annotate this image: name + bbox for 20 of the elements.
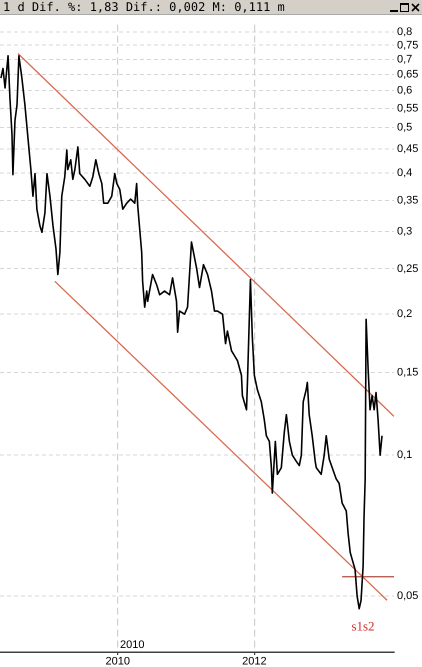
y-tick-label: 0,75 — [397, 39, 418, 52]
annotation: s1s2 — [351, 618, 375, 634]
y-tick-label: 0,8 — [397, 26, 412, 38]
y-tick-label: 0,15 — [397, 366, 418, 379]
annotation: 2010 — [120, 639, 144, 652]
y-tick-label: 0,7 — [397, 53, 412, 66]
y-tick-label: 0,4 — [397, 167, 412, 180]
y-tick-label: 0,25 — [397, 262, 418, 275]
chart-title: 1 d Dif. %: 1,83 Dif.: 0,002 M: 0,111 m — [3, 0, 285, 14]
y-tick-label: 0,1 — [397, 449, 412, 462]
y-tick-label: 0,45 — [397, 143, 418, 156]
y-tick-label: 0,5 — [397, 122, 412, 134]
y-tick-label: 0,3 — [397, 226, 412, 238]
y-tick-label: 0,65 — [397, 68, 418, 80]
y-tick-label: 0,35 — [397, 194, 418, 206]
x-tick-label: 2012 — [242, 656, 267, 667]
y-tick-label: 0,55 — [397, 102, 418, 114]
y-tick-label: 0,05 — [397, 590, 418, 602]
y-tick-label: 0,2 — [397, 308, 412, 320]
y-tick-label: 0,6 — [397, 84, 412, 97]
